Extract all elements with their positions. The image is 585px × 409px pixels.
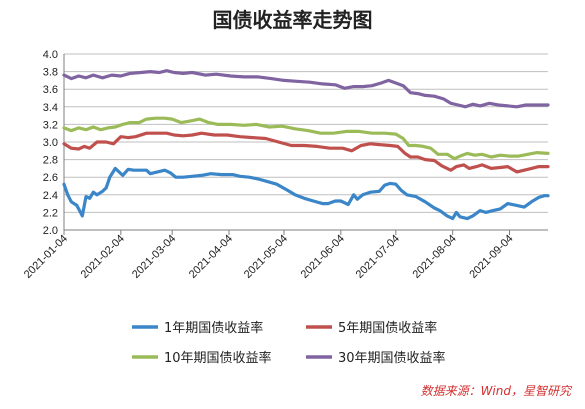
x-tick-label: 2021-05-04 <box>242 233 290 281</box>
series-line <box>62 69 550 109</box>
x-tick-label: 2021-06-04 <box>299 233 347 281</box>
x-tick-label: 2021-02-04 <box>79 233 127 281</box>
series-line <box>62 166 550 221</box>
x-tick-label: 2021-07-04 <box>354 233 402 281</box>
series-lines <box>62 69 550 221</box>
y-tick-label: 3.4 <box>43 102 58 114</box>
source-note: 数据来源：Wind，星智研究 <box>420 384 571 398</box>
series-line <box>62 131 550 174</box>
x-tick-label: 2021-04-04 <box>187 233 235 281</box>
x-tick-label: 2021-09-04 <box>467 233 515 281</box>
y-tick-label: 2.6 <box>43 172 58 184</box>
axes: 2.0 2.2 2.4 2.6 2.8 3.0 3.2 3.4 3.6 3.8 4.0 2021-01… <box>22 49 548 281</box>
x-tick-label: 2021-08-04 <box>411 233 459 281</box>
y-tick-label: 2.8 <box>43 155 58 167</box>
chart-title: 国债收益率走势图 <box>212 8 373 32</box>
series-line <box>62 116 550 161</box>
gridlines <box>64 53 548 231</box>
y-tick-label: 3.6 <box>43 84 58 96</box>
x-tick-label: 2021-01-04 <box>22 233 70 281</box>
y-tick-label: 4.0 <box>43 49 58 61</box>
y-tick-label: 3.8 <box>43 67 58 79</box>
legend-label: 10年期国债收益率 <box>164 350 272 366</box>
y-tick-label: 3.0 <box>43 137 58 149</box>
y-tick-label: 2.0 <box>43 225 58 237</box>
legend: 1年期国债收益率 5年期国债收益率 10年期国债收益率 30年期国债收益率 <box>132 320 446 366</box>
legend-label: 1年期国债收益率 <box>164 320 263 336</box>
legend-label: 30年期国债收益率 <box>338 350 446 366</box>
legend-label: 5年期国债收益率 <box>338 320 437 336</box>
y-tick-label: 2.2 <box>43 207 58 219</box>
x-tick-label: 2021-03-04 <box>130 233 178 281</box>
y-tick-label: 2.4 <box>43 190 58 202</box>
y-tick-label: 3.2 <box>43 119 58 131</box>
